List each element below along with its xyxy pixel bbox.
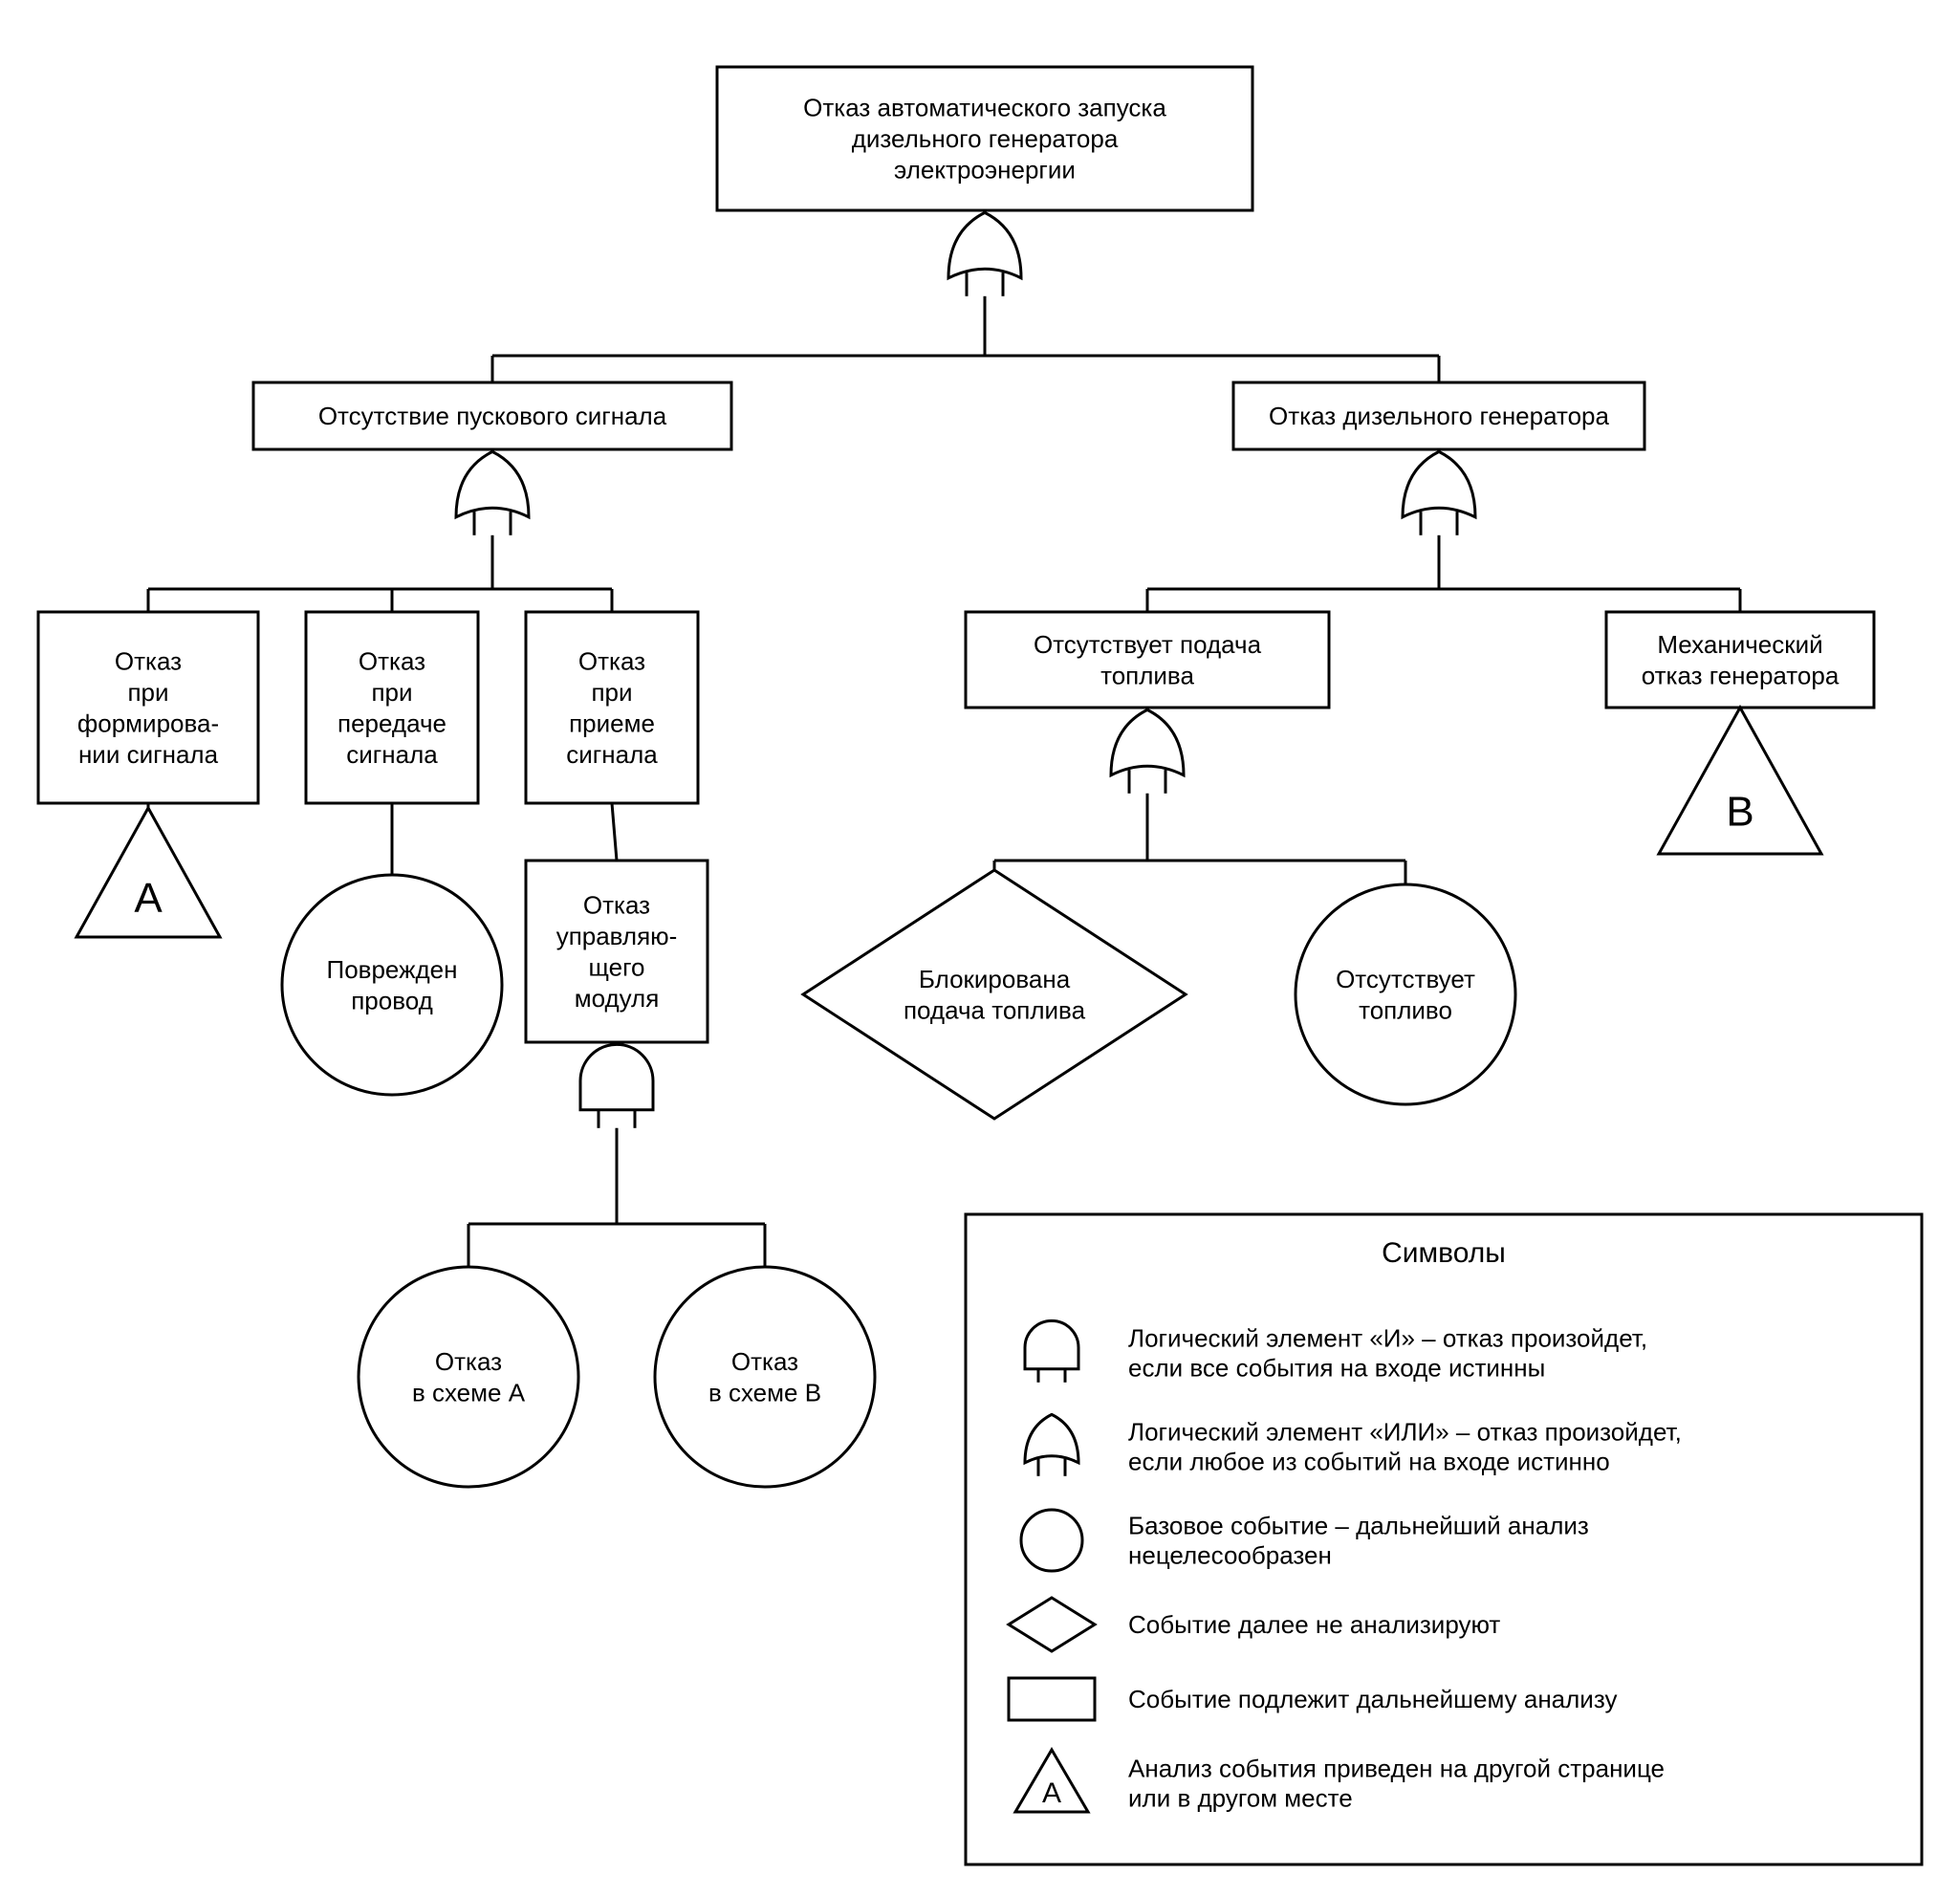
svg-text:Символы: Символы <box>1382 1237 1506 1269</box>
svg-text:Логический элемент «ИЛИ» – отк: Логический элемент «ИЛИ» – отказ произой… <box>1128 1418 1682 1476</box>
svg-text:Отказ дизельного генератора: Отказ дизельного генератора <box>1269 402 1610 430</box>
node-c_nof <box>1296 884 1515 1104</box>
node-l3 <box>526 612 698 803</box>
node-fuel <box>966 612 1329 708</box>
svg-text:A: A <box>1042 1777 1061 1809</box>
node-c_wire <box>282 875 502 1095</box>
node-ctrl <box>526 861 708 1042</box>
svg-text:Событие подлежит дальнейшему а: Событие подлежит дальнейшему анализу <box>1128 1685 1617 1713</box>
node-cA <box>359 1267 578 1487</box>
svg-text:B: B <box>1726 788 1753 835</box>
node-dia <box>803 870 1186 1119</box>
node-cB <box>655 1267 875 1487</box>
svg-text:Событие далее не анализируют: Событие далее не анализируют <box>1128 1610 1500 1639</box>
svg-text:Отсутствие пускового сигнала: Отсутствие пускового сигнала <box>318 402 667 430</box>
fault-tree-diagram: Отказ автоматического запускадизельного … <box>0 0 1960 1897</box>
node-l1 <box>38 612 258 803</box>
svg-text:A: A <box>134 875 163 922</box>
node-mech <box>1606 612 1874 708</box>
node-l2 <box>306 612 478 803</box>
